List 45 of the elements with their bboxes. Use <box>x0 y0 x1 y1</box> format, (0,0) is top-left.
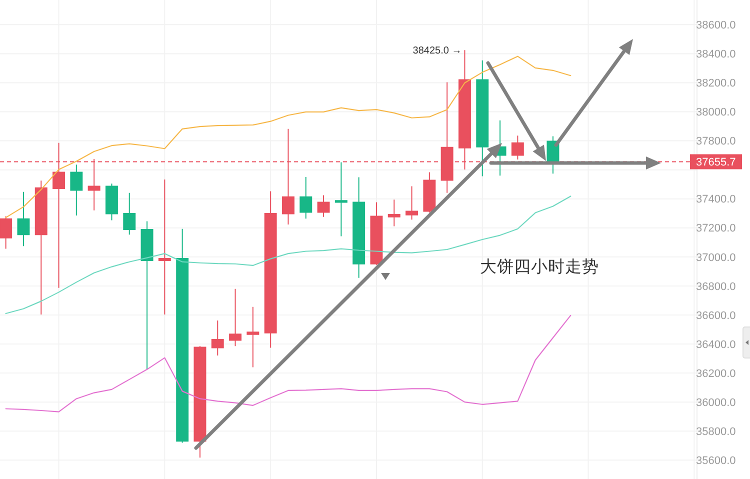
candlestick <box>34 180 48 316</box>
y-tick-label: 38600.0 <box>696 20 736 32</box>
y-tick-label: 37800.0 <box>696 136 736 148</box>
y-tick-label: 36800.0 <box>696 280 736 293</box>
ref-line-label: 37655.7 <box>696 156 736 169</box>
candlestick <box>70 164 83 216</box>
y-tick-label: 37400.0 <box>696 194 736 206</box>
candlestick <box>229 288 242 347</box>
annotation: 大饼四小时走势 <box>480 256 599 276</box>
candlestick <box>0 216 12 250</box>
y-tick-label: 38400.0 <box>696 48 736 61</box>
candlestick <box>511 135 524 160</box>
y-tick-label: 36600.0 <box>696 310 736 322</box>
candlestick <box>264 190 277 348</box>
candlestick <box>370 202 383 266</box>
candlestick <box>176 228 189 444</box>
candlestick <box>123 192 136 236</box>
candlestick <box>140 220 154 370</box>
candlestick <box>211 320 224 356</box>
y-tick-label: 35800.0 <box>696 426 736 438</box>
y-tick-label: 38000.0 <box>696 106 736 119</box>
y-tick-label: 36200.0 <box>696 368 736 380</box>
candlestick <box>105 183 118 221</box>
y-tick-label: 37200.0 <box>696 222 736 235</box>
y-tick-label: 37000.0 <box>696 252 736 264</box>
candlestick <box>246 306 260 368</box>
candlestick <box>423 172 436 213</box>
candlestick <box>406 186 418 220</box>
candlestick <box>317 194 330 218</box>
annotation: 38425.0 → <box>412 46 462 57</box>
candlestick <box>158 179 171 316</box>
candlestick <box>300 176 312 220</box>
candlestick <box>17 191 30 247</box>
line-series <box>5 56 572 218</box>
y-tick-label: 36000.0 <box>696 396 736 409</box>
y-tick-label: 36400.0 <box>696 338 736 351</box>
y-tick-label: 35600.0 <box>696 454 736 467</box>
candlestick <box>352 176 366 278</box>
y-tick-label: 38200.0 <box>696 78 736 90</box>
candlestick <box>388 199 400 227</box>
line-series <box>5 314 572 412</box>
candlestick <box>334 162 348 237</box>
candlestick <box>546 136 560 174</box>
candlestick <box>476 60 489 177</box>
candlestick <box>194 346 206 458</box>
